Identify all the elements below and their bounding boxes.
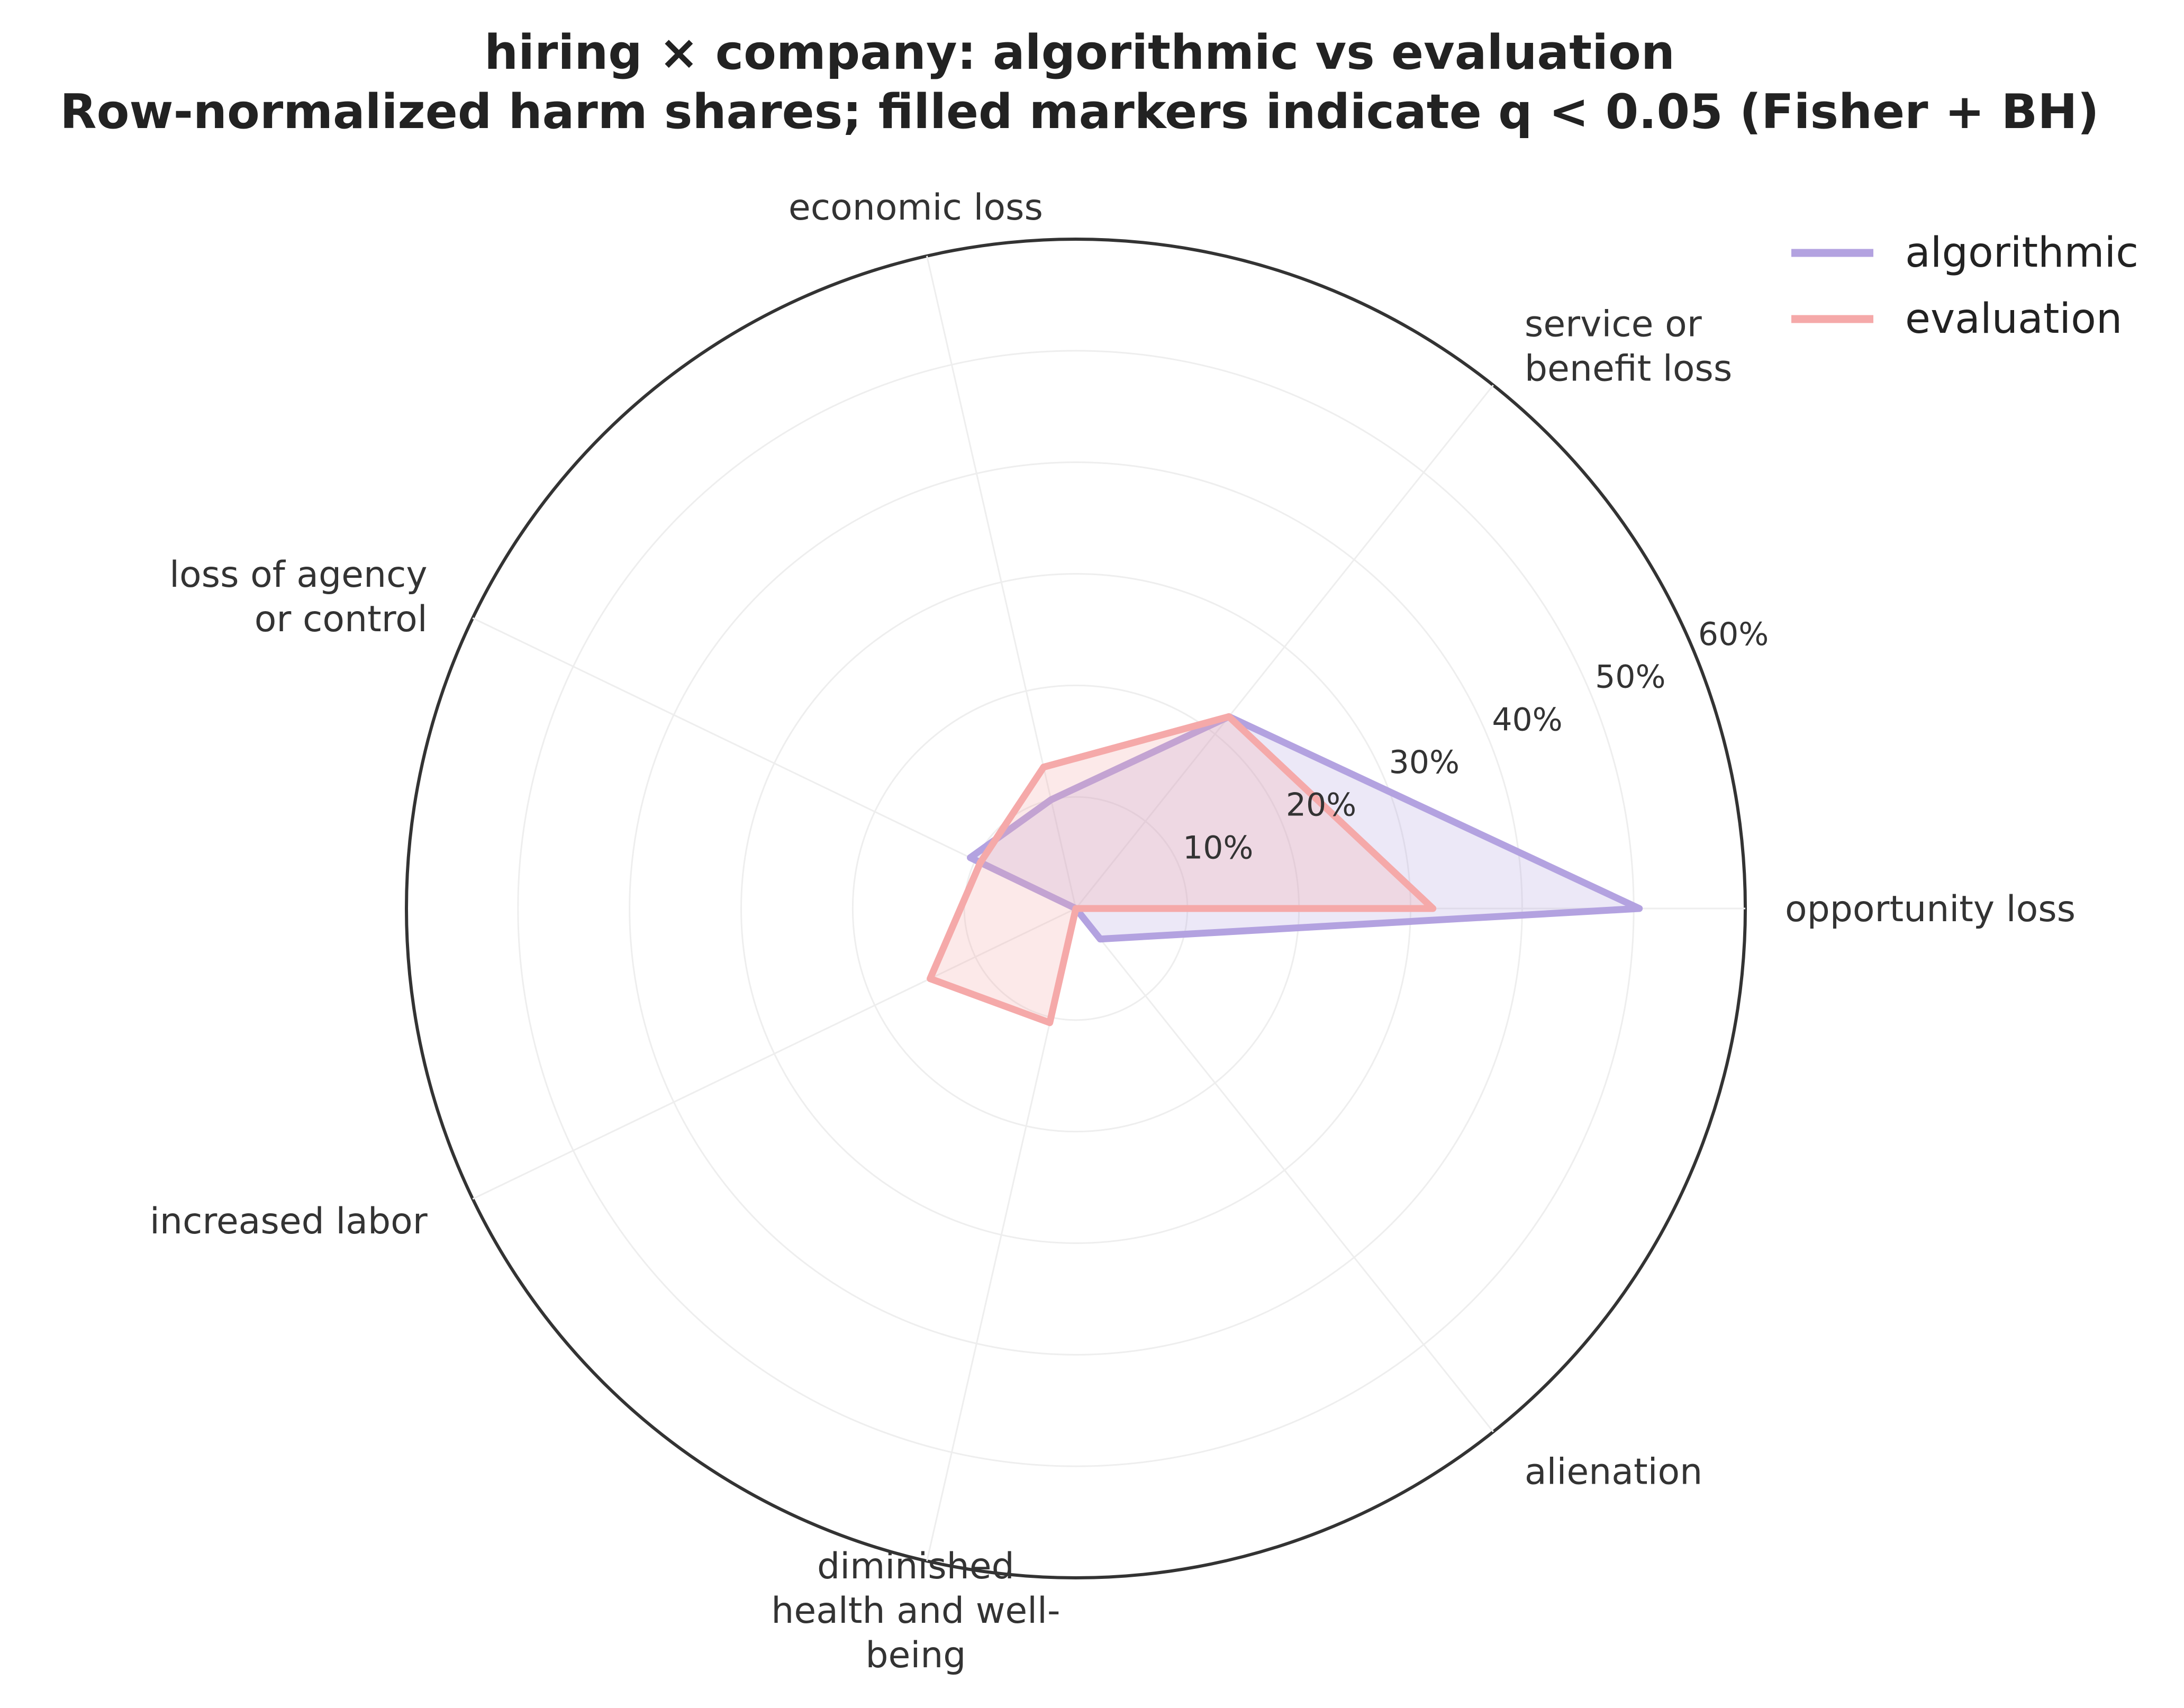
category-label: opportunity loss <box>1785 888 2076 930</box>
legend-label-algorithmic: algorithmic <box>1905 229 2138 277</box>
category-label-line: opportunity loss <box>1785 888 2076 930</box>
legend-label-evaluation: evaluation <box>1905 295 2122 343</box>
data-point <box>968 855 973 860</box>
series-area-algorithmic <box>970 716 1639 939</box>
data-point <box>1074 906 1078 911</box>
category-label-line: health and well- <box>771 1590 1060 1632</box>
radial-tick-label: 50% <box>1595 659 1665 696</box>
spoke-line <box>472 907 1076 1200</box>
category-label-line: or control <box>255 598 428 640</box>
category-label: economic loss <box>789 187 1043 229</box>
category-label-line: economic loss <box>789 187 1043 229</box>
data-point <box>1227 714 1231 719</box>
radial-tick-label: 60% <box>1698 616 1769 653</box>
category-label: loss of agency or control <box>169 554 428 640</box>
data-point <box>1049 797 1054 802</box>
category-label-line: loss of agency <box>169 554 428 596</box>
series-area-evaluation <box>930 716 1433 1023</box>
data-point <box>1430 906 1435 911</box>
category-label-line: increased labor <box>150 1201 428 1242</box>
radar-series-layer <box>927 713 1643 1026</box>
category-label: alienation <box>1525 1451 1702 1493</box>
series-evaluation <box>927 713 1437 1026</box>
series-line-evaluation <box>927 713 1437 1026</box>
category-label-line: benefit loss <box>1525 348 1732 390</box>
category-labels: opportunity loss service or benefit loss ec… <box>150 187 2076 1676</box>
radial-tick-label: 10% <box>1183 829 1253 866</box>
category-label: diminished health and well-being <box>771 1546 1060 1676</box>
category-label: service or benefit loss <box>1525 304 1732 390</box>
chart-subtitle: Row-normalized harm shares; filled marke… <box>60 84 2099 140</box>
spoke-line <box>1075 385 1494 909</box>
radial-tick-label: 20% <box>1286 787 1356 824</box>
data-point <box>1637 906 1642 911</box>
data-point <box>1047 1020 1052 1025</box>
radial-tick-labels: 10% 20% 30% 40% 50% 60% <box>1183 616 1769 866</box>
category-label-line: alienation <box>1525 1451 1702 1493</box>
data-point <box>928 976 932 981</box>
radial-tick-label: 30% <box>1389 744 1460 781</box>
category-label-line: diminished <box>817 1546 1014 1587</box>
data-point <box>1098 937 1103 941</box>
data-point <box>978 860 983 865</box>
legend: algorithmic evaluation <box>1791 229 2138 343</box>
category-label: increased labor <box>150 1201 428 1242</box>
category-label-line: being <box>865 1634 966 1676</box>
chart-title: hiring × company: algorithmic vs evaluat… <box>484 25 1675 80</box>
data-point <box>1041 765 1046 769</box>
spoke-line <box>1075 908 1494 1432</box>
category-label-line: service or <box>1525 304 1702 346</box>
radial-tick-label: 40% <box>1492 701 1562 738</box>
